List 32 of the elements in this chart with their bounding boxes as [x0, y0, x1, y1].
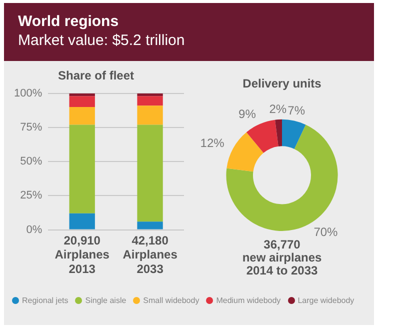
legend-label: Medium widebody — [215, 296, 281, 305]
y-tick-label: 0% — [26, 224, 42, 236]
chart-title: Share of fleet — [58, 68, 134, 83]
y-tick-label: 75% — [20, 122, 42, 134]
bar — [69, 124, 95, 214]
bar — [137, 106, 163, 125]
bar — [137, 222, 163, 230]
data-label: 7% — [288, 103, 306, 118]
bar — [137, 124, 163, 222]
y-tick-label: 50% — [20, 156, 42, 168]
y-tick-label: 100% — [14, 87, 42, 100]
bar — [69, 107, 95, 125]
bar — [137, 93, 163, 96]
bar — [69, 213, 95, 230]
bar — [69, 96, 95, 108]
data-label: 12% — [200, 136, 225, 150]
legend-label: Large widebody — [296, 296, 354, 305]
text: Market value: $5.2 trillion — [18, 32, 185, 49]
legend-label: Single aisle — [84, 296, 126, 305]
y-tick-label: 25% — [20, 190, 42, 202]
text: World regions — [18, 13, 119, 30]
data-label: 9% — [238, 107, 256, 122]
chart-title: Delivery units — [242, 76, 322, 91]
x-tick-label: 20,910 Airplanes 2013 — [54, 233, 110, 276]
bar — [69, 93, 95, 96]
text: 36,770 new airplanes 2014 to 2033 — [242, 237, 322, 278]
legend-label: Small widebody — [142, 296, 200, 305]
bar — [137, 96, 163, 106]
x-tick-label: 42,180 Airplanes 2033 — [122, 233, 178, 276]
data-label: 2% — [269, 102, 287, 116]
legend-label: Regional jets — [21, 296, 68, 305]
data-label: 70% — [314, 225, 338, 240]
